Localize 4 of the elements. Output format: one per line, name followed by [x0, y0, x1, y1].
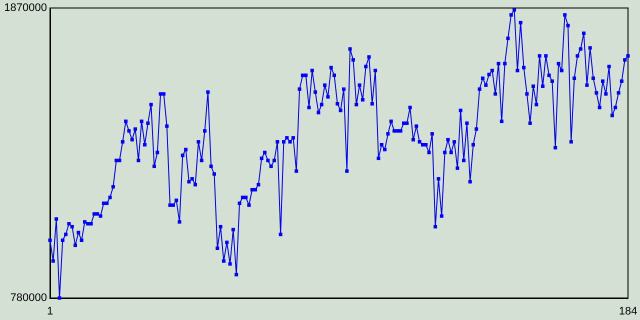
x-tick-label: 1 — [46, 306, 54, 318]
y-tick-label: 780000 — [10, 292, 47, 304]
y-tick-label: 1870000 — [4, 2, 47, 14]
x-tick-label: 184 — [618, 306, 638, 318]
